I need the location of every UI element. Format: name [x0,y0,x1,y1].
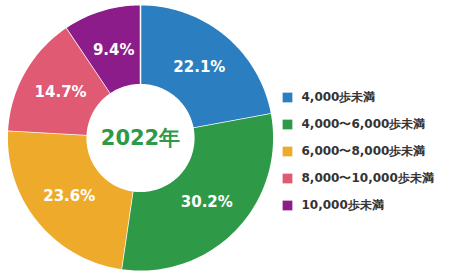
svg-text:14.7%: 14.7% [35,83,87,101]
svg-text:4,000〜6,000歩未満: 4,000〜6,000歩未満 [302,117,426,131]
svg-text:9.4%: 9.4% [93,41,135,59]
svg-text:10,000歩未満: 10,000歩未満 [302,198,384,212]
svg-text:23.6%: 23.6% [43,187,95,205]
svg-text:22.1%: 22.1% [173,58,225,76]
svg-text:8,000〜10,000歩未満: 8,000〜10,000歩未満 [302,171,434,185]
svg-text:6,000〜8,000歩未満: 6,000〜8,000歩未満 [302,144,426,158]
svg-text:30.2%: 30.2% [181,193,233,211]
svg-text:2022年: 2022年 [101,126,180,150]
svg-text:4,000歩未満: 4,000歩未満 [302,90,376,104]
